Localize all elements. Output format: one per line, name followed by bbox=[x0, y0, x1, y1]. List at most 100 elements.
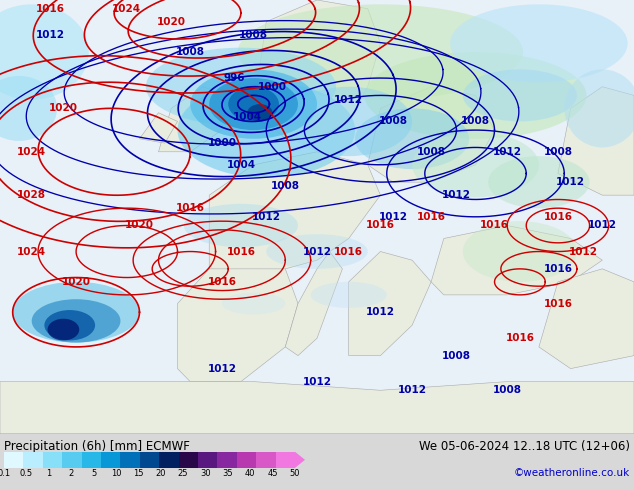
Text: 1016: 1016 bbox=[207, 277, 236, 287]
Ellipse shape bbox=[184, 204, 298, 247]
Text: 1012: 1012 bbox=[36, 30, 65, 40]
Ellipse shape bbox=[190, 70, 317, 139]
Text: 50: 50 bbox=[290, 469, 301, 478]
Bar bbox=[256, 452, 276, 468]
Text: 1016: 1016 bbox=[505, 333, 534, 343]
Bar bbox=[276, 452, 295, 468]
Text: 1020: 1020 bbox=[125, 220, 154, 230]
Text: 1028: 1028 bbox=[17, 190, 46, 200]
Text: 1012: 1012 bbox=[556, 177, 585, 187]
Text: 1008: 1008 bbox=[176, 47, 205, 57]
Polygon shape bbox=[158, 87, 228, 152]
Ellipse shape bbox=[146, 48, 336, 126]
Ellipse shape bbox=[247, 104, 273, 122]
Ellipse shape bbox=[311, 282, 387, 308]
Text: 1024: 1024 bbox=[112, 3, 141, 14]
Text: 25: 25 bbox=[178, 469, 188, 478]
Bar bbox=[179, 452, 198, 468]
Text: 1016: 1016 bbox=[543, 212, 573, 222]
Text: 30: 30 bbox=[200, 469, 210, 478]
Text: 1004: 1004 bbox=[233, 112, 262, 122]
Ellipse shape bbox=[450, 4, 628, 82]
Ellipse shape bbox=[266, 234, 368, 269]
Text: 2: 2 bbox=[68, 469, 74, 478]
Ellipse shape bbox=[365, 52, 586, 139]
Text: 10: 10 bbox=[111, 469, 121, 478]
Text: 1012: 1012 bbox=[366, 307, 395, 317]
Text: 1016: 1016 bbox=[176, 203, 205, 213]
Text: 1016: 1016 bbox=[334, 246, 363, 257]
Bar bbox=[217, 452, 237, 468]
Bar bbox=[43, 452, 62, 468]
Text: 1020: 1020 bbox=[61, 277, 91, 287]
Text: 1012: 1012 bbox=[207, 364, 236, 373]
Text: 1008: 1008 bbox=[378, 117, 408, 126]
Text: 1012: 1012 bbox=[378, 212, 408, 222]
Text: 1012: 1012 bbox=[302, 377, 332, 387]
Polygon shape bbox=[209, 152, 380, 269]
Ellipse shape bbox=[44, 310, 95, 341]
Ellipse shape bbox=[222, 293, 285, 315]
Bar bbox=[159, 452, 179, 468]
Text: Precipitation (6h) [mm] ECMWF: Precipitation (6h) [mm] ECMWF bbox=[4, 440, 190, 453]
Text: 1008: 1008 bbox=[461, 117, 490, 126]
Text: 1012: 1012 bbox=[302, 246, 332, 257]
Polygon shape bbox=[539, 269, 634, 368]
Text: 1012: 1012 bbox=[588, 220, 617, 230]
Ellipse shape bbox=[48, 318, 79, 341]
Polygon shape bbox=[295, 452, 305, 468]
Bar bbox=[198, 452, 217, 468]
Bar bbox=[237, 452, 256, 468]
Text: 45: 45 bbox=[268, 469, 278, 478]
Ellipse shape bbox=[488, 156, 590, 208]
Ellipse shape bbox=[178, 82, 355, 178]
Text: 40: 40 bbox=[245, 469, 256, 478]
Ellipse shape bbox=[32, 299, 120, 343]
Text: 1008: 1008 bbox=[271, 181, 300, 192]
Text: 20: 20 bbox=[155, 469, 166, 478]
Text: 1: 1 bbox=[46, 469, 51, 478]
Text: 1020: 1020 bbox=[49, 103, 78, 113]
Text: 1012: 1012 bbox=[334, 95, 363, 105]
Ellipse shape bbox=[463, 70, 577, 122]
Text: 1016: 1016 bbox=[480, 220, 509, 230]
Bar bbox=[23, 452, 43, 468]
Polygon shape bbox=[558, 87, 634, 195]
Text: 1008: 1008 bbox=[417, 147, 446, 157]
Text: 1024: 1024 bbox=[17, 246, 46, 257]
Text: 35: 35 bbox=[223, 469, 233, 478]
Text: 1004: 1004 bbox=[226, 160, 256, 170]
Ellipse shape bbox=[0, 4, 89, 100]
Ellipse shape bbox=[355, 108, 469, 169]
Ellipse shape bbox=[412, 132, 539, 197]
Polygon shape bbox=[431, 225, 602, 295]
Text: 1008: 1008 bbox=[543, 147, 573, 157]
Text: 1016: 1016 bbox=[417, 212, 446, 222]
Polygon shape bbox=[368, 87, 495, 182]
Text: 1016: 1016 bbox=[36, 3, 65, 14]
Ellipse shape bbox=[463, 221, 577, 282]
Bar bbox=[101, 452, 120, 468]
Bar bbox=[4, 452, 23, 468]
Bar bbox=[140, 452, 159, 468]
Text: 1012: 1012 bbox=[252, 212, 281, 222]
Text: ©weatheronline.co.uk: ©weatheronline.co.uk bbox=[514, 468, 630, 478]
Text: 1012: 1012 bbox=[493, 147, 522, 157]
Polygon shape bbox=[285, 251, 342, 356]
Text: 1024: 1024 bbox=[17, 147, 46, 157]
Ellipse shape bbox=[0, 76, 57, 141]
Text: 996: 996 bbox=[224, 73, 245, 83]
Bar bbox=[62, 452, 82, 468]
Polygon shape bbox=[0, 382, 634, 434]
Bar bbox=[120, 452, 140, 468]
Text: 0.5: 0.5 bbox=[20, 469, 33, 478]
Text: 1012: 1012 bbox=[569, 246, 598, 257]
Text: 1008: 1008 bbox=[493, 385, 522, 395]
Text: 1000: 1000 bbox=[207, 138, 236, 148]
Text: 1016: 1016 bbox=[543, 298, 573, 309]
Text: 1016: 1016 bbox=[543, 264, 573, 274]
Text: 0.1: 0.1 bbox=[0, 469, 11, 478]
Text: 1008: 1008 bbox=[239, 30, 268, 40]
Polygon shape bbox=[139, 113, 178, 143]
Ellipse shape bbox=[238, 4, 523, 100]
